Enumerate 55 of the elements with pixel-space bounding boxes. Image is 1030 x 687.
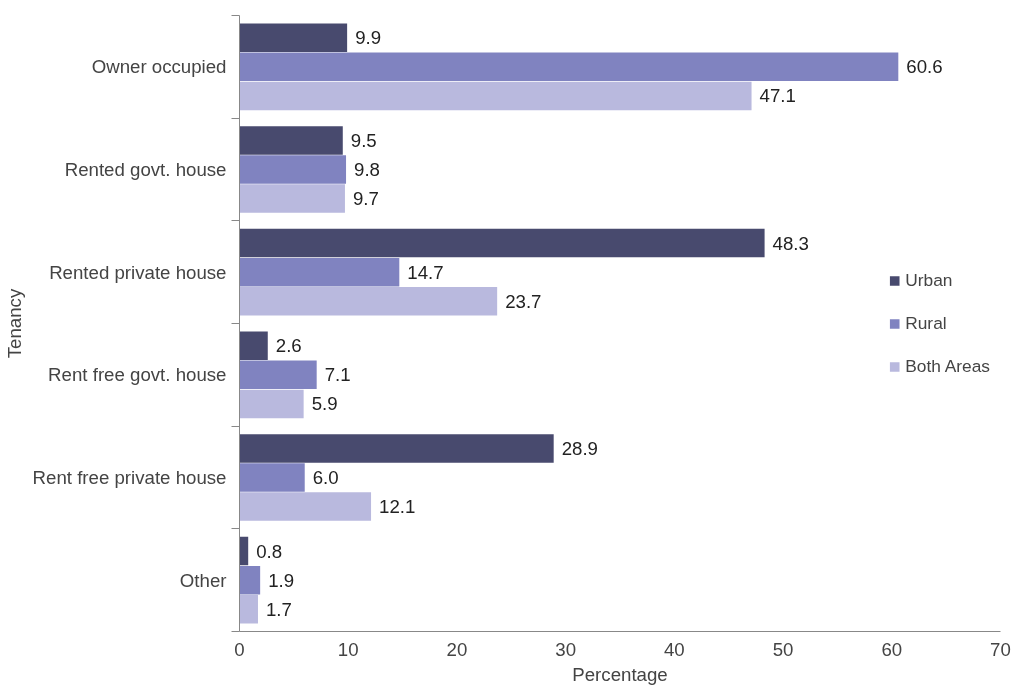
- x-tick-label: 20: [446, 638, 468, 660]
- text: 60.6: [906, 56, 943, 78]
- x-tick-label: 10: [337, 638, 359, 660]
- bar: [239, 463, 305, 492]
- y-axis-title: Tenancy: [3, 288, 25, 359]
- bar: [239, 228, 765, 258]
- text: 9.9: [355, 27, 382, 49]
- bar: [239, 81, 752, 111]
- text: 1.9: [268, 569, 295, 591]
- x-tick-label: 30: [555, 638, 577, 660]
- bar: [239, 126, 343, 155]
- bar: [239, 565, 261, 595]
- x-tick-label: 0: [234, 638, 245, 660]
- text: 6.0: [312, 467, 339, 488]
- legend-label: Rural: [905, 312, 947, 334]
- text: 12.1: [379, 496, 416, 518]
- x-axis-title: Percentage: [572, 663, 668, 685]
- text: 48.3: [772, 232, 809, 254]
- bar: [239, 492, 372, 521]
- text: 23.7: [505, 290, 542, 312]
- text: 14.7: [407, 261, 444, 283]
- text: 7.1: [324, 364, 351, 386]
- legend-label: Both Areas: [905, 355, 990, 377]
- text: 0.8: [256, 540, 283, 562]
- bar: [239, 360, 317, 390]
- bar: [239, 184, 345, 213]
- text: 5.9: [311, 393, 338, 415]
- x-tick-label: 40: [663, 638, 685, 660]
- y-tick-label: Rent free private house: [32, 467, 227, 488]
- x-tick-label: 60: [881, 638, 903, 660]
- bar: [239, 23, 348, 52]
- y-tick-label: Rented govt. house: [64, 159, 227, 180]
- y-tick-label: Other: [179, 569, 227, 591]
- text: 9.5: [350, 129, 377, 151]
- bar: [239, 52, 899, 82]
- bar: [239, 389, 304, 419]
- text: 9.8: [354, 159, 380, 180]
- bar: [239, 331, 268, 360]
- text: 28.9: [561, 437, 598, 459]
- text: 47.1: [759, 85, 796, 107]
- text: 9.7: [352, 188, 379, 210]
- y-tick-label: Rent free govt. house: [48, 364, 227, 386]
- text: 2.6: [275, 335, 302, 357]
- x-tick-label: 70: [990, 638, 1011, 660]
- y-tick-label: Owner occupied: [91, 56, 227, 78]
- y-tick-label: Rented private house: [49, 261, 227, 283]
- bar: [239, 434, 554, 463]
- bar: [239, 257, 400, 287]
- bar: [239, 155, 347, 184]
- bar: [239, 595, 258, 624]
- text: 1.7: [265, 598, 292, 620]
- bar: [239, 287, 498, 316]
- bar: [239, 536, 249, 566]
- legend-label: Urban: [905, 269, 953, 291]
- x-tick-label: 50: [772, 638, 794, 660]
